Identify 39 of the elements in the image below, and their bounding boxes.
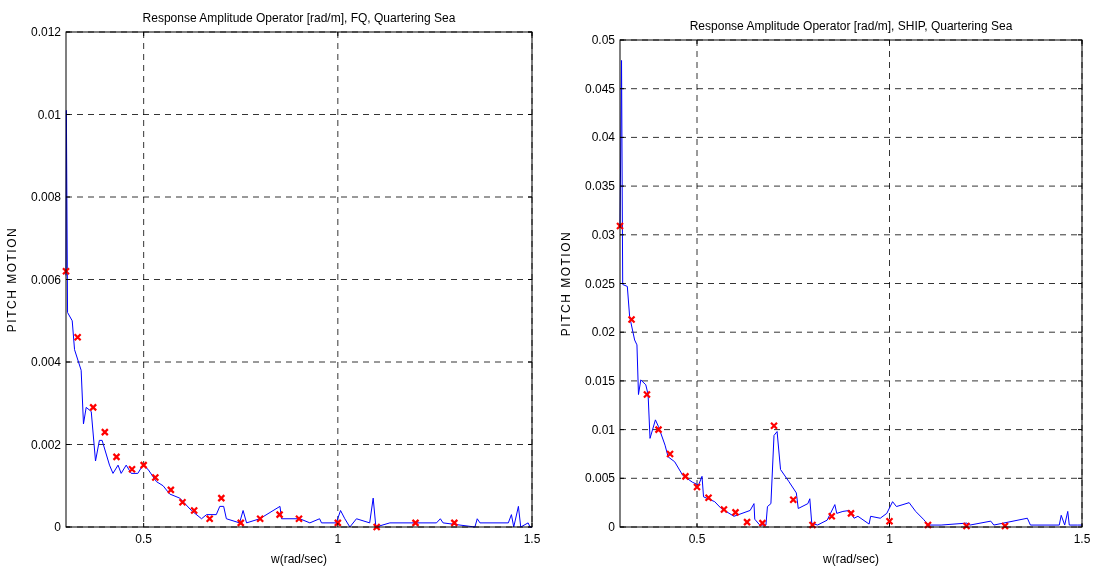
y-tick-label: 0.035 [584, 179, 616, 194]
y-axis-title: PITCH MOTION [559, 230, 573, 337]
y-tick-label: 0.002 [30, 437, 62, 452]
y-tick-label: 0.01 [37, 107, 62, 122]
chart-title: Response Amplitude Operator [rad/m], FQ, Quartering Sea [142, 11, 456, 25]
y-tick-label: 0.02 [591, 325, 616, 340]
x-tick-label: 1.5 [523, 532, 541, 546]
x-tick-label: 0.5 [688, 532, 706, 546]
y-tick-label: 0.008 [30, 190, 62, 204]
y-tick-label: 0.015 [584, 373, 616, 388]
point [217, 494, 226, 503]
y-tick-label: 0.005 [584, 471, 616, 486]
point [642, 390, 652, 399]
x-tick-label: 1.5 [1073, 532, 1091, 546]
y-tick-label: 0.025 [584, 276, 616, 291]
y-tick-label: 0.012 [30, 25, 62, 39]
y-tick-label: 0.01 [591, 422, 616, 437]
y-tick-label: 0.004 [30, 355, 62, 369]
x-tick-label: 0.5 [135, 532, 153, 546]
y-tick-label: 0 [608, 520, 616, 534]
y-tick-label: 0.045 [584, 81, 616, 96]
point [827, 512, 836, 521]
x-tick-label: 1 [334, 532, 342, 546]
y-tick-label: 0 [54, 520, 62, 534]
point [719, 505, 729, 514]
x-tick-label: 1 [886, 532, 894, 546]
x-axis-title: w(rad/sec) [269, 552, 328, 566]
y-tick-label: 0.05 [591, 33, 616, 47]
y-tick-label: 0.03 [591, 227, 616, 242]
chart-title: Response Amplitude Operator [rad/m], SHIP, Quartering Sea [689, 19, 1013, 33]
point [450, 518, 459, 527]
point [139, 461, 148, 470]
y-axis-title: PITCH MOTION [5, 226, 19, 333]
x-axis-title: w(rad/sec) [821, 552, 880, 566]
point [89, 403, 98, 412]
point [789, 495, 798, 504]
y-tick-label: 0.006 [30, 272, 62, 287]
point [758, 519, 767, 528]
y-tick-label: 0.04 [591, 130, 616, 145]
